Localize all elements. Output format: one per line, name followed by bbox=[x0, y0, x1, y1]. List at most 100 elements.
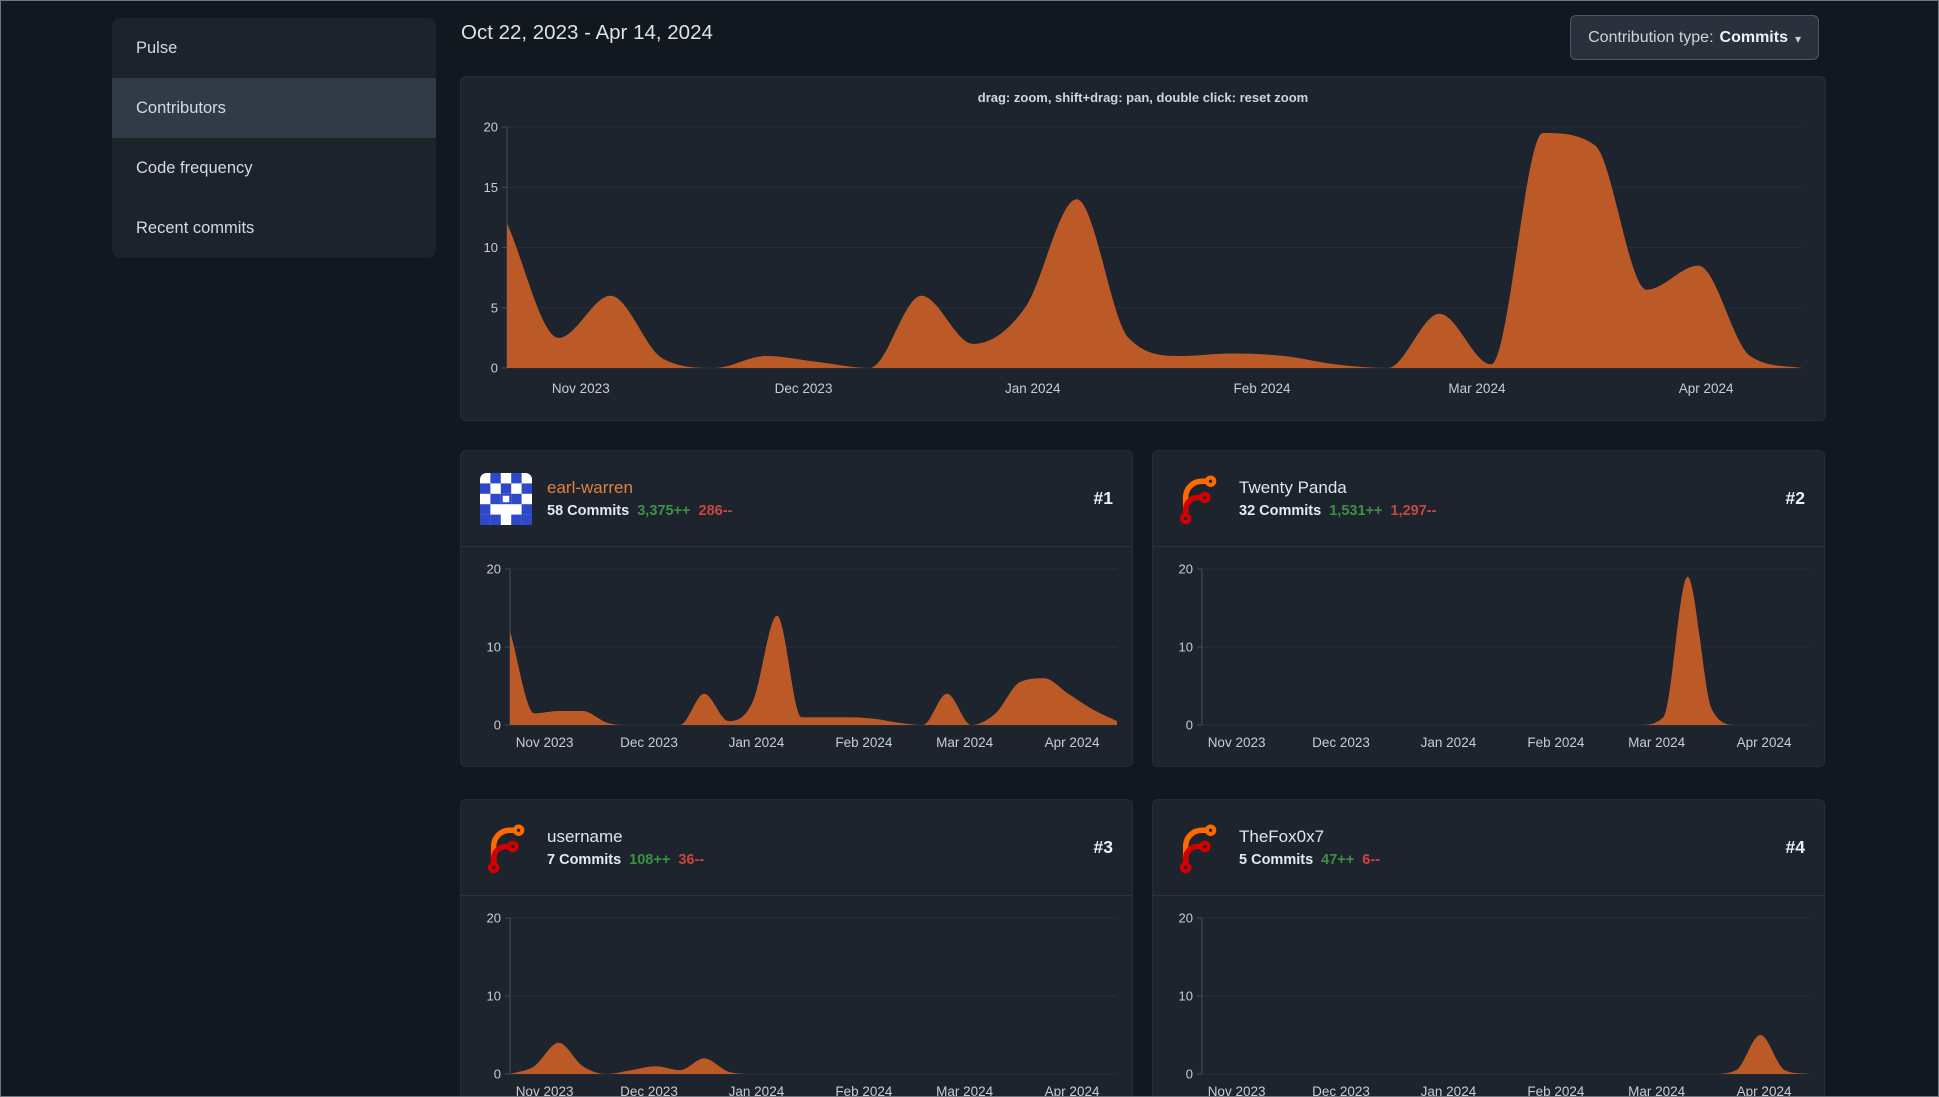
contributor-card-4: TheFox0x7 5 Commits 47++ 6-- #4 0 10 20 Nov… bbox=[1152, 799, 1825, 1097]
contributor-chart[interactable]: 0 10 20 Nov 2023 Dec 2023 Jan 2024 Feb 2024 Mar… bbox=[461, 547, 1133, 767]
svg-text:Mar 2024: Mar 2024 bbox=[936, 735, 994, 750]
svg-text:Feb 2024: Feb 2024 bbox=[835, 1084, 893, 1097]
svg-text:Dec 2023: Dec 2023 bbox=[775, 381, 833, 396]
svg-text:Apr 2024: Apr 2024 bbox=[1679, 381, 1734, 396]
svg-text:20: 20 bbox=[484, 120, 498, 135]
chart-zoom-hint: drag: zoom, shift+drag: pan, double clic… bbox=[977, 90, 1309, 105]
additions-count: 1,531++ bbox=[1329, 503, 1383, 520]
svg-text:Mar 2024: Mar 2024 bbox=[1448, 381, 1506, 396]
forgejo-logo-avatar[interactable] bbox=[1172, 822, 1224, 874]
chevron-down-icon: ▾ bbox=[1794, 31, 1801, 46]
svg-text:Dec 2023: Dec 2023 bbox=[1312, 735, 1370, 750]
deletions-count: 1,297-- bbox=[1390, 503, 1437, 520]
identicon-avatar[interactable] bbox=[480, 472, 532, 525]
additions-count: 108++ bbox=[629, 852, 671, 869]
commit-count: 32 Commits bbox=[1239, 503, 1322, 520]
svg-text:Jan 2024: Jan 2024 bbox=[1421, 735, 1477, 750]
contributor-name-link[interactable]: earl-warren bbox=[547, 477, 633, 497]
svg-text:10: 10 bbox=[484, 240, 498, 255]
svg-text:0: 0 bbox=[491, 361, 498, 376]
date-range-title: Oct 22, 2023 - Apr 14, 2024 bbox=[461, 21, 713, 44]
svg-text:Nov 2023: Nov 2023 bbox=[1208, 735, 1266, 750]
sidebar-item-contributors[interactable]: Contributors bbox=[112, 78, 436, 138]
contributor-rank: #2 bbox=[1785, 488, 1805, 508]
contributor-name-link[interactable]: username bbox=[547, 826, 623, 846]
contributor-stats: 5 Commits 47++ 6-- bbox=[1239, 852, 1380, 868]
contributor-name-link[interactable]: TheFox0x7 bbox=[1239, 826, 1325, 846]
svg-text:Jan 2024: Jan 2024 bbox=[729, 735, 785, 750]
contribution-type-label: Contribution type: bbox=[1588, 28, 1714, 46]
svg-text:Mar 2024: Mar 2024 bbox=[1628, 735, 1686, 750]
contributor-chart[interactable]: 0 10 20 Nov 2023 Dec 2023 Jan 2024 Feb 2024 Mar… bbox=[1153, 896, 1825, 1097]
svg-text:Feb 2024: Feb 2024 bbox=[1527, 1084, 1585, 1097]
contributor-card-3: username 7 Commits 108++ 36-- #3 0 10 20 No… bbox=[460, 799, 1133, 1097]
svg-text:10: 10 bbox=[1179, 989, 1193, 1004]
additions-count: 3,375++ bbox=[637, 503, 691, 520]
svg-text:Apr 2024: Apr 2024 bbox=[1737, 1084, 1792, 1097]
svg-text:Nov 2023: Nov 2023 bbox=[1208, 1084, 1266, 1097]
svg-text:Apr 2024: Apr 2024 bbox=[1045, 1084, 1100, 1097]
svg-text:20: 20 bbox=[1179, 562, 1193, 577]
svg-text:10: 10 bbox=[487, 989, 501, 1004]
svg-text:Feb 2024: Feb 2024 bbox=[835, 735, 893, 750]
svg-text:20: 20 bbox=[487, 911, 501, 926]
svg-text:0: 0 bbox=[494, 718, 501, 733]
svg-text:Jan 2024: Jan 2024 bbox=[729, 1084, 785, 1097]
svg-text:10: 10 bbox=[487, 640, 501, 655]
contributor-stats: 7 Commits 108++ 36-- bbox=[547, 852, 704, 868]
svg-text:20: 20 bbox=[487, 562, 501, 577]
svg-text:Jan 2024: Jan 2024 bbox=[1005, 381, 1061, 396]
sidebar-item-code-frequency[interactable]: Code frequency bbox=[136, 158, 253, 177]
sidebar-item-pulse[interactable]: Pulse bbox=[136, 38, 178, 57]
svg-text:Dec 2023: Dec 2023 bbox=[620, 1084, 678, 1097]
deletions-count: 36-- bbox=[678, 852, 705, 869]
deletions-count: 286-- bbox=[698, 503, 733, 520]
contributor-cards-grid: earl-warren 58 Commits 3,375++ 286-- #1 … bbox=[460, 450, 1826, 1097]
svg-text:15: 15 bbox=[484, 180, 498, 195]
contributor-chart[interactable]: 0 10 20 Nov 2023 Dec 2023 Jan 2024 Feb 2024 Mar… bbox=[1153, 547, 1825, 767]
svg-text:Apr 2024: Apr 2024 bbox=[1737, 735, 1792, 750]
forgejo-logo-avatar[interactable] bbox=[1172, 473, 1224, 525]
svg-text:Nov 2023: Nov 2023 bbox=[516, 1084, 574, 1097]
sidebar-item-recent-commits[interactable]: Recent commits bbox=[136, 218, 255, 237]
contributor-card-header: Twenty Panda 32 Commits 1,531++ 1,297-- … bbox=[1153, 451, 1824, 547]
svg-text:Mar 2024: Mar 2024 bbox=[936, 1084, 994, 1097]
svg-text:5: 5 bbox=[491, 300, 498, 315]
deletions-count: 6-- bbox=[1362, 852, 1381, 869]
commit-count: 58 Commits bbox=[547, 503, 630, 520]
commit-count: 5 Commits bbox=[1239, 852, 1314, 869]
svg-text:Nov 2023: Nov 2023 bbox=[516, 735, 574, 750]
contributor-card-2: Twenty Panda 32 Commits 1,531++ 1,297-- … bbox=[1152, 450, 1825, 767]
svg-text:0: 0 bbox=[494, 1067, 501, 1082]
svg-text:Nov 2023: Nov 2023 bbox=[552, 381, 610, 396]
svg-text:Dec 2023: Dec 2023 bbox=[1312, 1084, 1370, 1097]
contributor-rank: #1 bbox=[1093, 488, 1113, 508]
overall-contributions-card: drag: zoom, shift+drag: pan, double clic… bbox=[460, 76, 1826, 421]
main-content: Oct 22, 2023 - Apr 14, 2024 Contribution… bbox=[460, 1, 1826, 1097]
svg-text:Mar 2024: Mar 2024 bbox=[1628, 1084, 1686, 1097]
contributor-stats: 32 Commits 1,531++ 1,297-- bbox=[1239, 503, 1436, 519]
contributor-rank: #3 bbox=[1093, 837, 1113, 857]
svg-text:Feb 2024: Feb 2024 bbox=[1527, 735, 1585, 750]
contributor-card-1: earl-warren 58 Commits 3,375++ 286-- #1 … bbox=[460, 450, 1133, 767]
contribution-type-value: Commits bbox=[1719, 28, 1788, 46]
svg-text:Apr 2024: Apr 2024 bbox=[1045, 735, 1100, 750]
contribution-type-dropdown[interactable]: Contribution type: Commits ▾ bbox=[1570, 15, 1819, 60]
svg-text:0: 0 bbox=[1186, 1067, 1193, 1082]
contributor-card-header: earl-warren 58 Commits 3,375++ 286-- #1 bbox=[461, 451, 1132, 547]
contributor-rank: #4 bbox=[1785, 837, 1805, 857]
contributor-card-header: username 7 Commits 108++ 36-- #3 bbox=[461, 800, 1132, 896]
svg-text:Dec 2023: Dec 2023 bbox=[620, 735, 678, 750]
svg-text:Feb 2024: Feb 2024 bbox=[1233, 381, 1291, 396]
sidebar-menu: Pulse Contributors Code frequency Recent… bbox=[112, 18, 436, 258]
contributor-card-header: TheFox0x7 5 Commits 47++ 6-- #4 bbox=[1153, 800, 1824, 896]
contributor-name-link[interactable]: Twenty Panda bbox=[1239, 477, 1347, 497]
svg-text:10: 10 bbox=[1179, 640, 1193, 655]
overall-contributions-chart[interactable]: 0 5 10 15 20 Nov 2023 Dec 2023 Jan 2024 Feb 2024… bbox=[461, 77, 1826, 421]
forgejo-logo-avatar[interactable] bbox=[480, 822, 532, 874]
svg-text:0: 0 bbox=[1186, 718, 1193, 733]
contributor-stats: 58 Commits 3,375++ 286-- bbox=[547, 503, 732, 519]
contributor-chart[interactable]: 0 10 20 Nov 2023 Dec 2023 Jan 2024 Feb 2024 Mar… bbox=[461, 896, 1133, 1097]
svg-text:Jan 2024: Jan 2024 bbox=[1421, 1084, 1477, 1097]
